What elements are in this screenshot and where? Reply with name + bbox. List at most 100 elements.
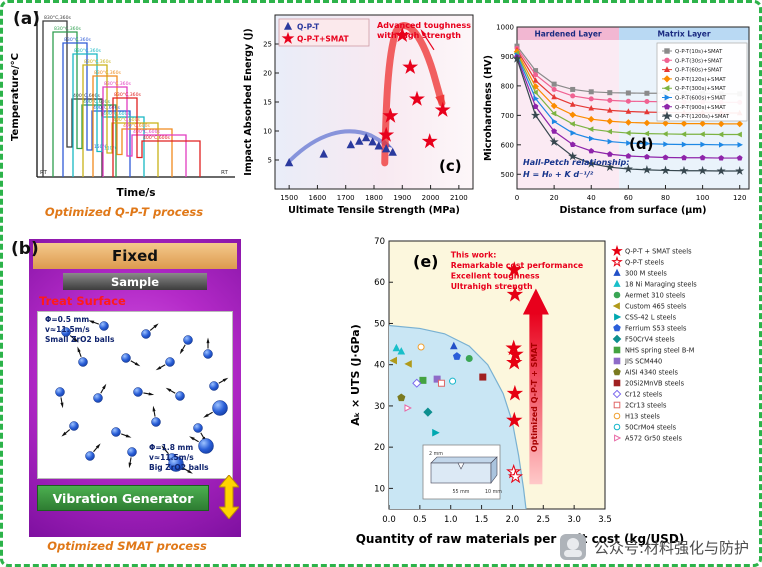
svg-text:RT: RT bbox=[221, 170, 228, 176]
sample-bar: Sample bbox=[63, 273, 207, 290]
svg-text:Impact Absorbed Energy (J): Impact Absorbed Energy (J) bbox=[243, 28, 254, 175]
svg-text:H13 steels: H13 steels bbox=[625, 412, 660, 420]
balls-diagram bbox=[55, 320, 229, 474]
svg-text:18 Ni Maraging steels: 18 Ni Maraging steels bbox=[625, 280, 697, 288]
qpt-process-chart: Temperature/°C Time/s RT RT 830°C,360s 400°C,… bbox=[10, 11, 235, 199]
svg-text:Ferrium S53 steels: Ferrium S53 steels bbox=[625, 324, 687, 332]
svg-text:Aₖ × UTS (J·GPa): Aₖ × UTS (J·GPa) bbox=[349, 324, 362, 425]
watermark: 公众号:材料强化与防护 bbox=[559, 534, 749, 560]
svg-text:Hardened Layer: Hardened Layer bbox=[534, 30, 601, 39]
svg-text:0.5: 0.5 bbox=[413, 515, 427, 525]
big-balls-diameter: Φ=1.8 mm bbox=[149, 443, 194, 452]
svg-text:Microhardness (HV): Microhardness (HV) bbox=[483, 55, 494, 161]
svg-text:(e): (e) bbox=[413, 252, 438, 271]
svg-text:2000: 2000 bbox=[422, 194, 440, 202]
svg-text:1000: 1000 bbox=[496, 24, 514, 32]
svg-text:830°C,360s: 830°C,360s bbox=[114, 92, 142, 98]
svg-text:Time/s: Time/s bbox=[117, 187, 156, 199]
smat-chamber bbox=[37, 311, 233, 479]
panel-a-caption: Optimized Q-P-T process bbox=[44, 205, 204, 219]
svg-text:1.5: 1.5 bbox=[475, 515, 489, 525]
svg-text:0.0: 0.0 bbox=[382, 515, 396, 525]
cost-performance-chart: 0.0 0.5 1.0 1.5 2.0 2.5 3.0 3.5 10 20 30 40 50 60 70 Qu… bbox=[349, 237, 697, 546]
microhardness-chart: Hardened Layer Matrix Layer 0 20 40 60 80 100 12… bbox=[483, 24, 750, 216]
panel-c: 1500 1600 1700 1800 1900 2000 2100 5 10 15 20 25 Ult… bbox=[241, 7, 479, 229]
svg-text:1900: 1900 bbox=[393, 194, 411, 202]
svg-text:Q-P-T(900s)+SMAT: Q-P-T(900s)+SMAT bbox=[675, 105, 726, 111]
svg-text:NHS spring steel B-M: NHS spring steel B-M bbox=[625, 346, 695, 354]
svg-text:2 mm: 2 mm bbox=[429, 451, 443, 457]
svg-text:RT: RT bbox=[40, 170, 47, 176]
svg-text:40: 40 bbox=[587, 194, 596, 202]
svg-text:50CrMo4 steels: 50CrMo4 steels bbox=[625, 423, 677, 431]
svg-text:Q-P-T(60s)+SMAT: Q-P-T(60s)+SMAT bbox=[675, 68, 723, 74]
svg-text:1600: 1600 bbox=[309, 194, 327, 202]
panel-d: Hardened Layer Matrix Layer 0 20 40 60 80 100 12… bbox=[481, 7, 759, 229]
svg-text:Advanced toughness: Advanced toughness bbox=[377, 21, 471, 30]
svg-text:900: 900 bbox=[501, 53, 514, 61]
big-balls-speed: v≈11.5m/s bbox=[149, 452, 194, 462]
svg-text:Q-P-T(300s)+SMAT: Q-P-T(300s)+SMAT bbox=[675, 86, 726, 92]
small-balls-name: Small ZrO2 balls bbox=[45, 334, 115, 344]
svg-text:A572 Gr50 steels: A572 Gr50 steels bbox=[625, 434, 682, 442]
svg-text:400°C,600s: 400°C,600s bbox=[143, 135, 171, 141]
watermark-text: 公众号:材料强化与防护 bbox=[593, 538, 749, 557]
panel-b-label: (b) bbox=[11, 239, 39, 259]
svg-text:2100: 2100 bbox=[450, 194, 468, 202]
svg-text:Q-P-T(30s)+SMAT: Q-P-T(30s)+SMAT bbox=[675, 58, 723, 64]
svg-text:830°C,360s: 830°C,360s bbox=[94, 70, 122, 76]
svg-text:830°C,360s: 830°C,360s bbox=[44, 15, 72, 21]
svg-text:Custom 465 steels: Custom 465 steels bbox=[625, 302, 687, 310]
svg-text:10: 10 bbox=[374, 484, 385, 494]
svg-text:Q-P-T steels: Q-P-T steels bbox=[625, 258, 664, 266]
svg-text:Optimized Q-P-T + SMAT: Optimized Q-P-T + SMAT bbox=[530, 342, 539, 452]
svg-text:20: 20 bbox=[263, 70, 272, 78]
svg-text:(c): (c) bbox=[439, 157, 462, 175]
vibration-generator-bar: Vibration Generator bbox=[37, 485, 209, 511]
svg-text:AISI 4340 steels: AISI 4340 steels bbox=[625, 368, 679, 376]
svg-text:10: 10 bbox=[263, 128, 272, 136]
panel-e: 0.0 0.5 1.0 1.5 2.0 2.5 3.0 3.5 10 20 30 40 50 60 70 Qu… bbox=[345, 231, 759, 564]
svg-text:40: 40 bbox=[374, 361, 385, 371]
svg-text:20Si2MnVB steels: 20Si2MnVB steels bbox=[625, 379, 685, 387]
svg-text:Temperature/°C: Temperature/°C bbox=[10, 53, 21, 141]
svg-text:2.0: 2.0 bbox=[506, 515, 520, 525]
svg-text:830°C,360s: 830°C,360s bbox=[64, 37, 92, 43]
svg-text:Q-P-T(120s)+SMAT: Q-P-T(120s)+SMAT bbox=[675, 77, 726, 83]
wechat-account-icon bbox=[559, 534, 586, 560]
big-balls-annotation: Φ=1.8 mm v≈11.5m/s Big ZrO2 balls bbox=[149, 443, 209, 472]
svg-text:60: 60 bbox=[374, 278, 385, 288]
svg-text:F50CrV4 steels: F50CrV4 steels bbox=[625, 335, 675, 343]
svg-text:Aermet 310 steels: Aermet 310 steels bbox=[625, 291, 686, 299]
svg-text:CSS-42 L steels: CSS-42 L steels bbox=[625, 313, 677, 321]
panel-a-label: (a) bbox=[13, 9, 41, 29]
svg-text:700: 700 bbox=[501, 112, 514, 120]
svg-text:Q-P-T(600s)+SMAT: Q-P-T(600s)+SMAT bbox=[675, 96, 726, 102]
svg-text:80: 80 bbox=[661, 194, 670, 202]
svg-text:25: 25 bbox=[263, 41, 272, 49]
svg-text:Ultrahigh strength: Ultrahigh strength bbox=[451, 282, 533, 291]
svg-text:3.0: 3.0 bbox=[567, 515, 581, 525]
svg-text:100: 100 bbox=[696, 194, 709, 202]
svg-text:5: 5 bbox=[268, 157, 272, 165]
svg-text:400°C,600s: 400°C,600s bbox=[133, 129, 161, 135]
svg-text:2Cr13 steels: 2Cr13 steels bbox=[625, 401, 667, 409]
svg-text:Q-P-T(10s)+SMAT: Q-P-T(10s)+SMAT bbox=[675, 49, 723, 55]
vibration-arrow-icon bbox=[219, 475, 239, 519]
svg-text:800: 800 bbox=[501, 82, 514, 90]
svg-text:1800: 1800 bbox=[365, 194, 383, 202]
panel-b: (b) Fixed Sample Treat Surface Φ=0.5 mm … bbox=[9, 233, 245, 564]
svg-text:Matrix Layer: Matrix Layer bbox=[657, 30, 710, 39]
svg-text:300 M steels: 300 M steels bbox=[625, 269, 667, 277]
svg-text:2.5: 2.5 bbox=[537, 515, 551, 525]
svg-text:Ultimate Tensile Strength (MPa: Ultimate Tensile Strength (MPa) bbox=[288, 205, 460, 216]
svg-text:110°C: 110°C bbox=[104, 146, 118, 152]
svg-text:Remarkable cost performance: Remarkable cost performance bbox=[451, 261, 583, 270]
svg-text:0: 0 bbox=[515, 194, 519, 202]
svg-text:50: 50 bbox=[374, 319, 385, 329]
svg-text:150°C: 150°C bbox=[94, 144, 108, 150]
svg-text:70: 70 bbox=[374, 237, 385, 247]
svg-text:Quantity of raw materials per: Quantity of raw materials per unit cost … bbox=[356, 532, 685, 546]
svg-text:830°C,360s: 830°C,360s bbox=[74, 48, 102, 54]
